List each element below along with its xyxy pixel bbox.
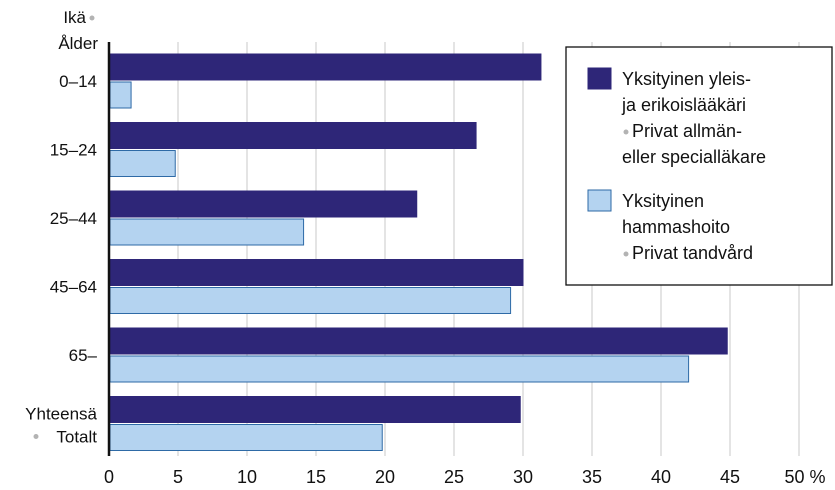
bar-doctor-15-24 — [109, 122, 477, 149]
x-tick-label: 20 — [375, 467, 395, 487]
x-tick-label: 50 % — [784, 467, 825, 487]
x-tick-label: 30 — [513, 467, 533, 487]
legend-series-1-line-3: Privat allmän- — [632, 121, 742, 141]
bar-dental-65- — [109, 355, 690, 383]
category-label: Totalt — [56, 428, 97, 447]
y-axis-title-fi: Ikä — [63, 8, 86, 27]
separator-dot — [89, 15, 95, 21]
bar-dental-45-64 — [109, 287, 512, 314]
x-tick-label: 25 — [444, 467, 464, 487]
category-label: Yhteensä — [25, 405, 97, 424]
y-axis-title-sv: Ålder — [58, 34, 98, 53]
x-tick-label: 45 — [720, 467, 740, 487]
legend-series-2-line-2: hammashoito — [622, 217, 730, 237]
bar-dental-15-24 — [109, 150, 176, 177]
bar-dental-total — [109, 424, 383, 451]
category-label: 45–64 — [50, 278, 97, 297]
legend: Yksityinen yleis- ja erikoislääkäri Priv… — [565, 46, 833, 286]
x-tick-label: 0 — [104, 467, 114, 487]
legend-series-1-line-1: Yksityinen yleis- — [622, 69, 751, 89]
bar-doctor-65- — [109, 327, 728, 355]
separator-dot — [623, 251, 629, 257]
x-tick-label: 40 — [651, 467, 671, 487]
bar-doctor-45-64 — [109, 259, 524, 286]
axes: Ikä Ålder — [58, 8, 111, 456]
legend-swatch-series-2 — [587, 189, 612, 212]
legend-swatch-series-1 — [587, 67, 612, 90]
bars — [109, 53, 728, 451]
x-tick-label: 35 — [582, 467, 602, 487]
bar-doctor-total — [109, 396, 521, 423]
legend-series-1-line-2: ja erikoislääkäri — [621, 95, 746, 115]
bar-dental-0-14 — [109, 81, 132, 109]
x-tick-label: 5 — [173, 467, 183, 487]
bar-doctor-25-44 — [109, 190, 418, 218]
category-labels: 0–14 15–24 25–44 45–64 65– Yhteensä Totalt — [25, 72, 97, 447]
category-label: 25–44 — [50, 209, 97, 228]
x-tick-labels: 0 5 10 15 20 25 30 35 40 45 50 % — [104, 467, 826, 487]
category-label: 0–14 — [59, 72, 97, 91]
x-tick-label: 15 — [306, 467, 326, 487]
category-label: 15–24 — [50, 141, 97, 160]
separator-dot — [623, 129, 629, 135]
bar-doctor-0-14 — [109, 53, 542, 81]
legend-series-2-line-3: Privat tandvård — [632, 243, 753, 263]
y-axis-title: Ikä Ålder — [58, 8, 98, 53]
x-tick-label: 10 — [237, 467, 257, 487]
bar-dental-25-44 — [109, 218, 305, 246]
legend-series-2-line-1: Yksityinen — [622, 191, 704, 211]
separator-dot — [33, 434, 39, 439]
legend-series-1-line-4: eller specialläkare — [622, 147, 766, 167]
category-label: 65– — [69, 346, 98, 365]
